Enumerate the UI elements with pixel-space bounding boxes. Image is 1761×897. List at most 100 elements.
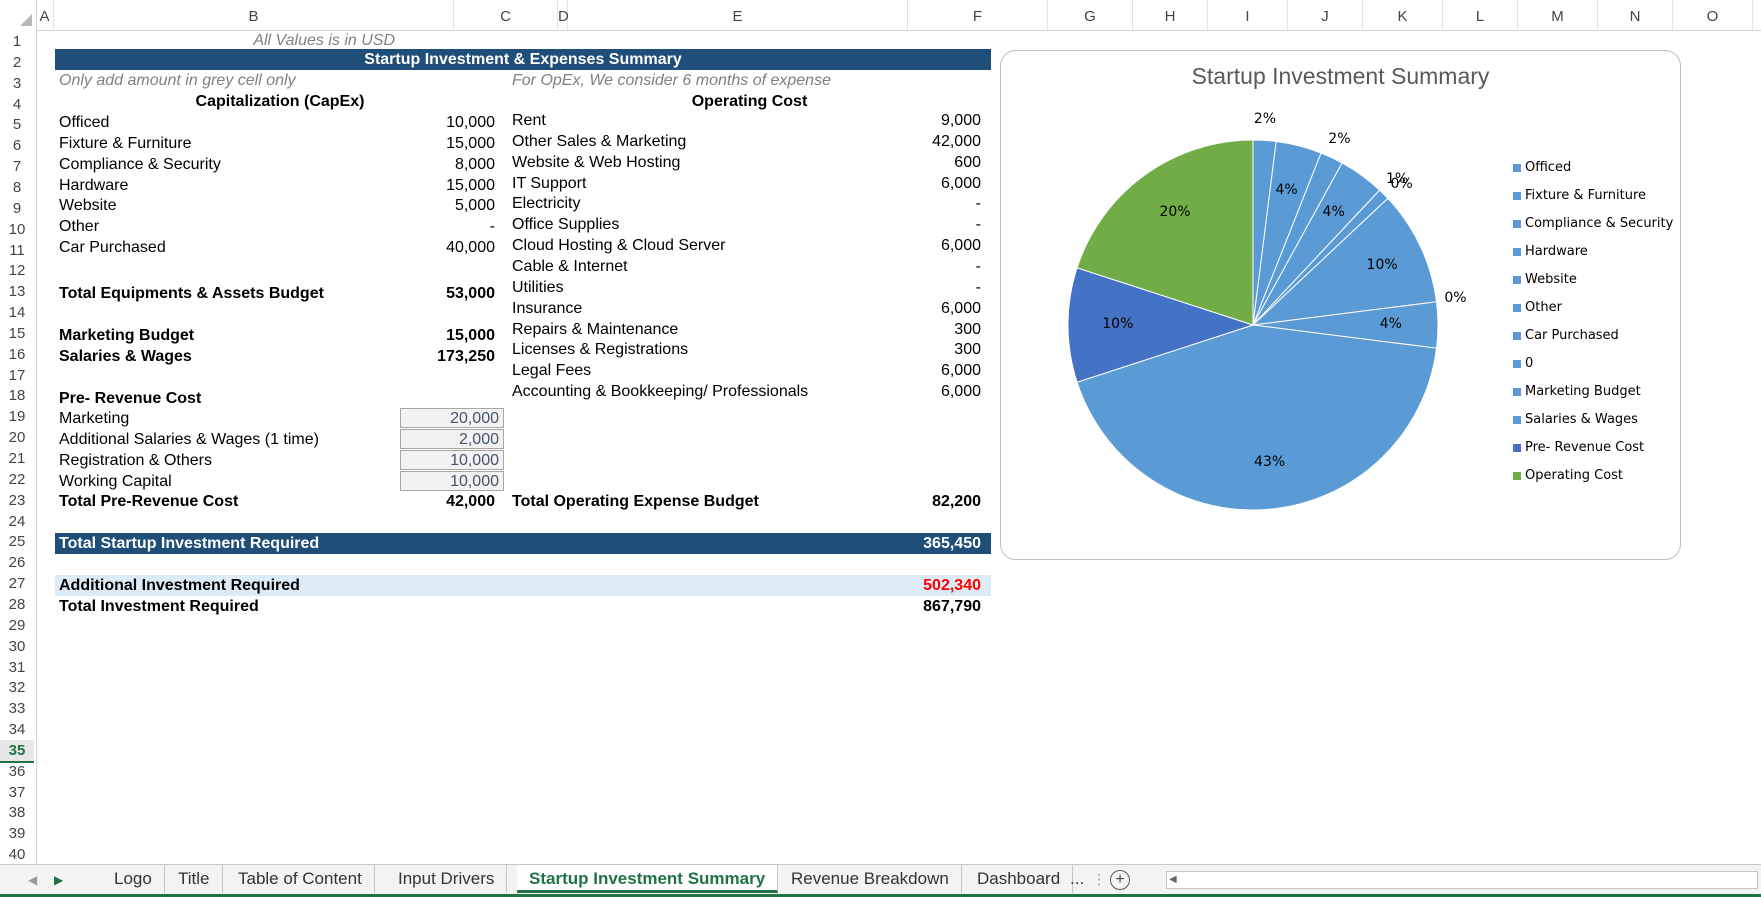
- grey-cell-note[interactable]: Only add amount in grey cell only: [59, 72, 296, 89]
- prerev-input-cell[interactable]: 10,000: [400, 449, 504, 470]
- tab-scroll-left-icon[interactable]: ◀: [28, 873, 38, 887]
- row-header-21[interactable]: 21: [8, 450, 26, 467]
- row-header-40[interactable]: 40: [8, 846, 26, 864]
- row-header-24[interactable]: 24: [8, 512, 26, 530]
- total-startup-value[interactable]: 365,450: [923, 535, 981, 552]
- pie-slice[interactable]: [1251, 197, 1438, 326]
- opex-item-label[interactable]: Cloud Hosting & Cloud Server: [512, 237, 726, 255]
- opex-item-label[interactable]: Rent: [512, 112, 546, 129]
- row-header-23[interactable]: 23: [8, 491, 26, 509]
- opex-item-label[interactable]: Licenses & Registrations: [512, 341, 689, 359]
- sheet-title[interactable]: Startup Investment & Expenses Summary: [364, 51, 682, 68]
- capex-item-value[interactable]: 8,000: [454, 155, 495, 173]
- column-header-a[interactable]: A: [36, 0, 54, 30]
- pie-slice[interactable]: [1067, 267, 1255, 383]
- row-header-32[interactable]: 32: [8, 679, 26, 697]
- total-equipment-value[interactable]: 53,000: [446, 285, 495, 302]
- opex-item-label[interactable]: Legal Fees: [512, 362, 592, 380]
- opex-item-value[interactable]: 6,000: [940, 383, 981, 401]
- row-header-33[interactable]: 33: [8, 700, 26, 718]
- row-header-4[interactable]: 4: [12, 95, 22, 113]
- marketing-budget-label[interactable]: Marketing Budget: [59, 327, 195, 344]
- pie-chart[interactable]: Startup Investment Summary 2% 4% 2% 4% 1% 0% 1…: [1000, 50, 1681, 560]
- row-header-10[interactable]: 10: [8, 220, 26, 238]
- legend-item[interactable]: Car Purchased: [1513, 327, 1673, 355]
- prerev-input-cell[interactable]: 20,000: [400, 408, 504, 428]
- total-investment-value[interactable]: 867,790: [923, 598, 981, 615]
- row-header-8[interactable]: 8: [12, 178, 22, 196]
- row-header-38[interactable]: 38: [8, 804, 26, 822]
- pie-slice[interactable]: [1076, 324, 1438, 511]
- prerev-item-label[interactable]: Working Capital: [59, 472, 172, 490]
- row-header-13[interactable]: 13: [8, 283, 26, 301]
- column-header-m[interactable]: M: [1518, 0, 1598, 30]
- capex-item-value[interactable]: 15,000: [446, 134, 495, 152]
- legend-item[interactable]: Operating Cost: [1513, 467, 1673, 495]
- row-header-22[interactable]: 22: [8, 470, 26, 488]
- row-header-31[interactable]: 31: [8, 658, 26, 676]
- total-startup-label[interactable]: Total Startup Investment Required: [59, 535, 320, 552]
- row-header-36[interactable]: 36: [8, 762, 26, 780]
- sheet-tab[interactable]: Table of Content: [226, 865, 375, 893]
- column-header-h[interactable]: H: [1133, 0, 1208, 30]
- sheet-tab[interactable]: Logo: [102, 865, 165, 893]
- usd-note[interactable]: All Values is in USD: [253, 32, 395, 49]
- row-header-1[interactable]: 1: [12, 33, 22, 50]
- opex-note[interactable]: For OpEx, We consider 6 months of expens…: [512, 72, 831, 89]
- capex-item-label[interactable]: Other: [59, 218, 100, 236]
- total-opex-label[interactable]: Total Operating Expense Budget: [512, 493, 759, 510]
- prerev-item-label[interactable]: Registration & Others: [59, 451, 212, 469]
- pie-slice[interactable]: [1076, 139, 1254, 326]
- capex-item-label[interactable]: Hardware: [59, 176, 129, 194]
- prerev-item-label[interactable]: Additional Salaries & Wages (1 time): [59, 430, 319, 448]
- capex-item-value[interactable]: 5,000: [454, 197, 495, 215]
- total-prerev-value[interactable]: 42,000: [446, 493, 495, 510]
- row-header-35[interactable]: 35: [0, 739, 34, 763]
- sheet-tab[interactable]: Dashboard: [965, 865, 1074, 893]
- capex-item-label[interactable]: Website: [59, 197, 117, 215]
- column-header-d[interactable]: D: [558, 0, 569, 30]
- opex-item-label[interactable]: IT Support: [512, 174, 587, 192]
- opex-item-value[interactable]: -: [975, 278, 981, 296]
- opex-item-label[interactable]: Website & Web Hosting: [512, 153, 681, 171]
- tab-scroll-right-icon[interactable]: ▶: [54, 873, 64, 887]
- legend-item[interactable]: Marketing Budget: [1513, 383, 1673, 411]
- row-header-25[interactable]: 25: [8, 533, 26, 551]
- additional-value[interactable]: 502,340: [923, 577, 981, 594]
- marketing-budget-value[interactable]: 15,000: [446, 327, 495, 344]
- row-header-14[interactable]: 14: [8, 304, 26, 322]
- column-header-b[interactable]: B: [54, 0, 454, 30]
- opex-item-value[interactable]: -: [975, 257, 981, 275]
- row-header-27[interactable]: 27: [8, 575, 26, 593]
- capex-item-label[interactable]: Car Purchased: [59, 239, 166, 257]
- prerev-header[interactable]: Pre- Revenue Cost: [59, 390, 202, 407]
- row-header-11[interactable]: 11: [9, 241, 25, 259]
- opex-item-label[interactable]: Accounting & Bookkeeping/ Professionals: [512, 383, 809, 401]
- row-header-3[interactable]: 3: [12, 74, 22, 92]
- row-header-29[interactable]: 29: [8, 616, 26, 634]
- row-header-5[interactable]: 5: [12, 116, 22, 134]
- capex-item-label[interactable]: Officed: [59, 114, 110, 131]
- opex-item-value[interactable]: 300: [954, 320, 981, 338]
- scroll-left-icon[interactable]: ◀: [1169, 874, 1177, 885]
- legend-item[interactable]: Compliance & Security: [1513, 215, 1673, 243]
- row-header-6[interactable]: 6: [12, 137, 22, 155]
- opex-item-value[interactable]: 42,000: [932, 132, 981, 150]
- opex-item-label[interactable]: Other Sales & Marketing: [512, 132, 687, 150]
- column-header-c[interactable]: C: [454, 0, 558, 30]
- row-header-2[interactable]: 2: [12, 53, 22, 71]
- opex-item-label[interactable]: Office Supplies: [512, 216, 620, 234]
- column-header-g[interactable]: G: [1048, 0, 1133, 30]
- row-header-9[interactable]: 9: [12, 199, 22, 217]
- additional-label[interactable]: Additional Investment Required: [59, 577, 300, 594]
- select-all-corner[interactable]: [0, 0, 37, 30]
- row-header-26[interactable]: 26: [8, 554, 26, 572]
- total-opex-value[interactable]: 82,200: [932, 493, 981, 510]
- column-header-l[interactable]: L: [1443, 0, 1518, 30]
- row-header-7[interactable]: 7: [12, 158, 22, 176]
- capex-item-label[interactable]: Fixture & Furniture: [59, 134, 192, 152]
- opex-item-label[interactable]: Utilities: [512, 278, 564, 296]
- salaries-label[interactable]: Salaries & Wages: [59, 348, 192, 365]
- legend-item[interactable]: 0: [1513, 355, 1673, 383]
- legend-item[interactable]: Salaries & Wages: [1513, 411, 1673, 439]
